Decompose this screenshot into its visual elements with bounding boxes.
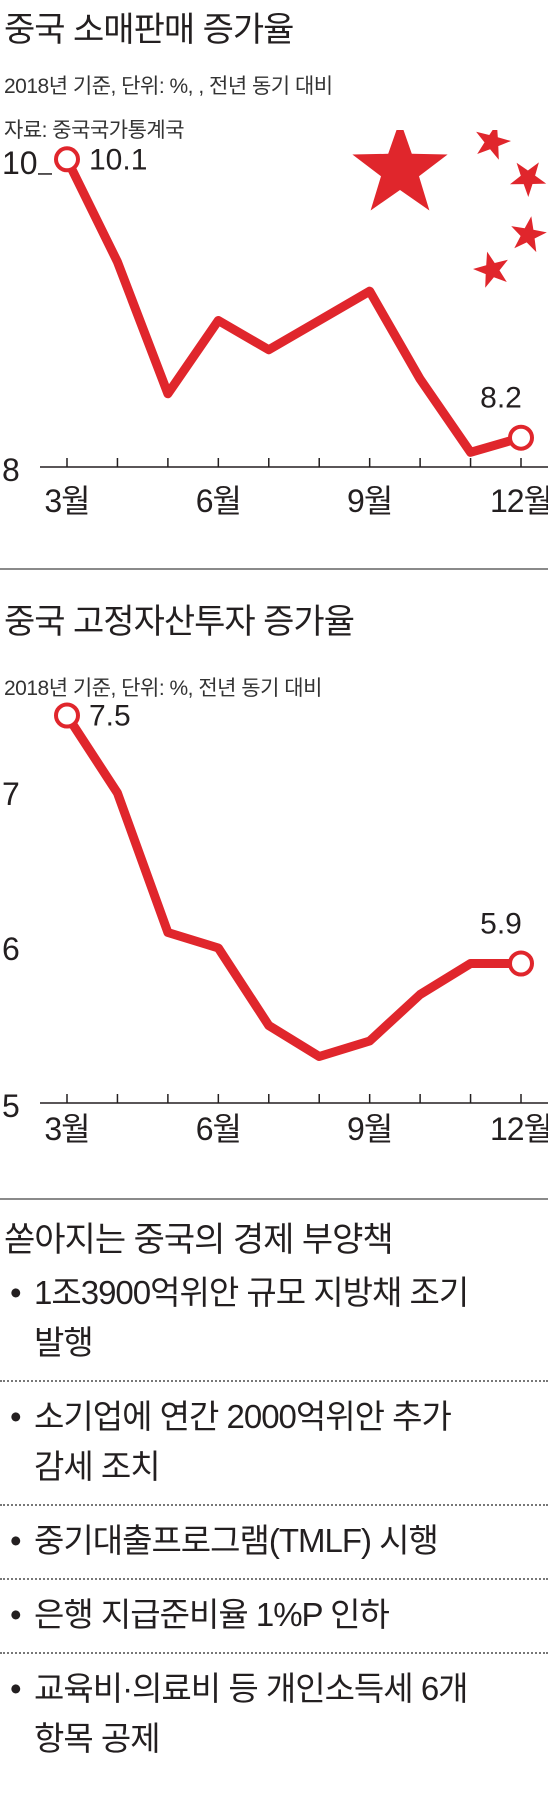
measure-text: 감세 조치 bbox=[34, 1448, 161, 1485]
chart1-data-label: 8.2 bbox=[480, 382, 522, 415]
chart1-x-tick-label: 3월 bbox=[44, 483, 89, 519]
star-icon bbox=[473, 251, 508, 288]
chart2-x-tick-label: 9월 bbox=[347, 1111, 392, 1147]
measure-text: 중기대출프로그램(TMLF) 시행 bbox=[34, 1522, 439, 1559]
star-icon bbox=[510, 162, 547, 197]
star-icon bbox=[476, 130, 511, 160]
measure-text: 소기업에 연간 2000억위안 추가 bbox=[34, 1398, 452, 1435]
chart2-data-label: 5.9 bbox=[480, 908, 522, 941]
bullet-icon: • bbox=[10, 1522, 22, 1559]
section-divider bbox=[0, 568, 548, 570]
measure-text: 항목 공제 bbox=[34, 1720, 161, 1757]
chart2-data-point bbox=[54, 702, 80, 729]
chart1-x-tick-label: 12월 bbox=[490, 483, 548, 519]
chart1-data-point bbox=[54, 146, 80, 173]
chart1-source: 자료: 중국국가통계국 bbox=[4, 119, 185, 142]
chart1-data-label: 10.1 bbox=[89, 143, 147, 176]
chart2-x-tick-label: 12월 bbox=[490, 1111, 548, 1147]
bullet-icon: • bbox=[10, 1398, 22, 1435]
measure-text: 교육비·의료비 등 개인소득세 6개 bbox=[34, 1670, 469, 1707]
measure-text: 은행 지급준비율 1%P 인하 bbox=[34, 1596, 390, 1633]
bullet-icon: • bbox=[10, 1596, 22, 1633]
chart2-y-tick-label: 5 bbox=[2, 1088, 20, 1124]
chart2-series-line bbox=[62, 711, 526, 1061]
measure-item: • 중기대출프로그램(TMLF) 시행 bbox=[0, 1506, 548, 1580]
measure-text: 1조3900억위안 규모 지방채 조기 bbox=[34, 1274, 469, 1311]
retail-sales-chart: 3월 6월 9월 12월 10 8 10.1 8.2 bbox=[2, 130, 548, 519]
chart2-title: 중국 고정자산투자 증가율 bbox=[4, 603, 355, 641]
measures-title: 쏟아지는 중국의 경제 부양책 bbox=[4, 1221, 394, 1259]
chart1-y-tick-label: 8 bbox=[2, 452, 20, 488]
chart2-x-tick-label: 3월 bbox=[44, 1111, 89, 1147]
chart2-x-tick-label: 6월 bbox=[196, 1111, 241, 1147]
chart1-data-point bbox=[508, 424, 534, 451]
chart2-data-point bbox=[508, 950, 534, 977]
chart2-data-label: 7.5 bbox=[89, 700, 131, 733]
star-icon bbox=[352, 130, 448, 211]
chart2-y-tick-label: 7 bbox=[2, 776, 20, 812]
star-icon bbox=[511, 216, 547, 253]
chart1-subtitle: 2018년 기준, 단위: %, , 전년 동기 대비 bbox=[4, 75, 333, 98]
bullet-icon: • bbox=[10, 1274, 22, 1311]
bullet-icon: • bbox=[10, 1670, 22, 1707]
measure-text: 발행 bbox=[34, 1324, 94, 1361]
chart1-title: 중국 소매판매 증가율 bbox=[4, 11, 294, 49]
chinese-flag-stars-icon bbox=[352, 130, 547, 288]
measure-item: • 은행 지급준비율 1%P 인하 bbox=[0, 1580, 548, 1654]
fixed-asset-investment-chart: 3월 6월 9월 12월 7 6 5 7.5 5.9 bbox=[2, 700, 548, 1147]
chart1-series-line bbox=[62, 154, 526, 457]
chart1-y-tick-label: 10 bbox=[2, 145, 38, 181]
chart1-x-tick-label: 9월 bbox=[347, 483, 392, 519]
chart1-x-tick-label: 6월 bbox=[196, 483, 241, 519]
section-divider bbox=[0, 1198, 548, 1200]
chart2-y-tick-label: 6 bbox=[2, 931, 20, 967]
chart2-subtitle: 2018년 기준, 단위: %, 전년 동기 대비 bbox=[4, 677, 322, 700]
